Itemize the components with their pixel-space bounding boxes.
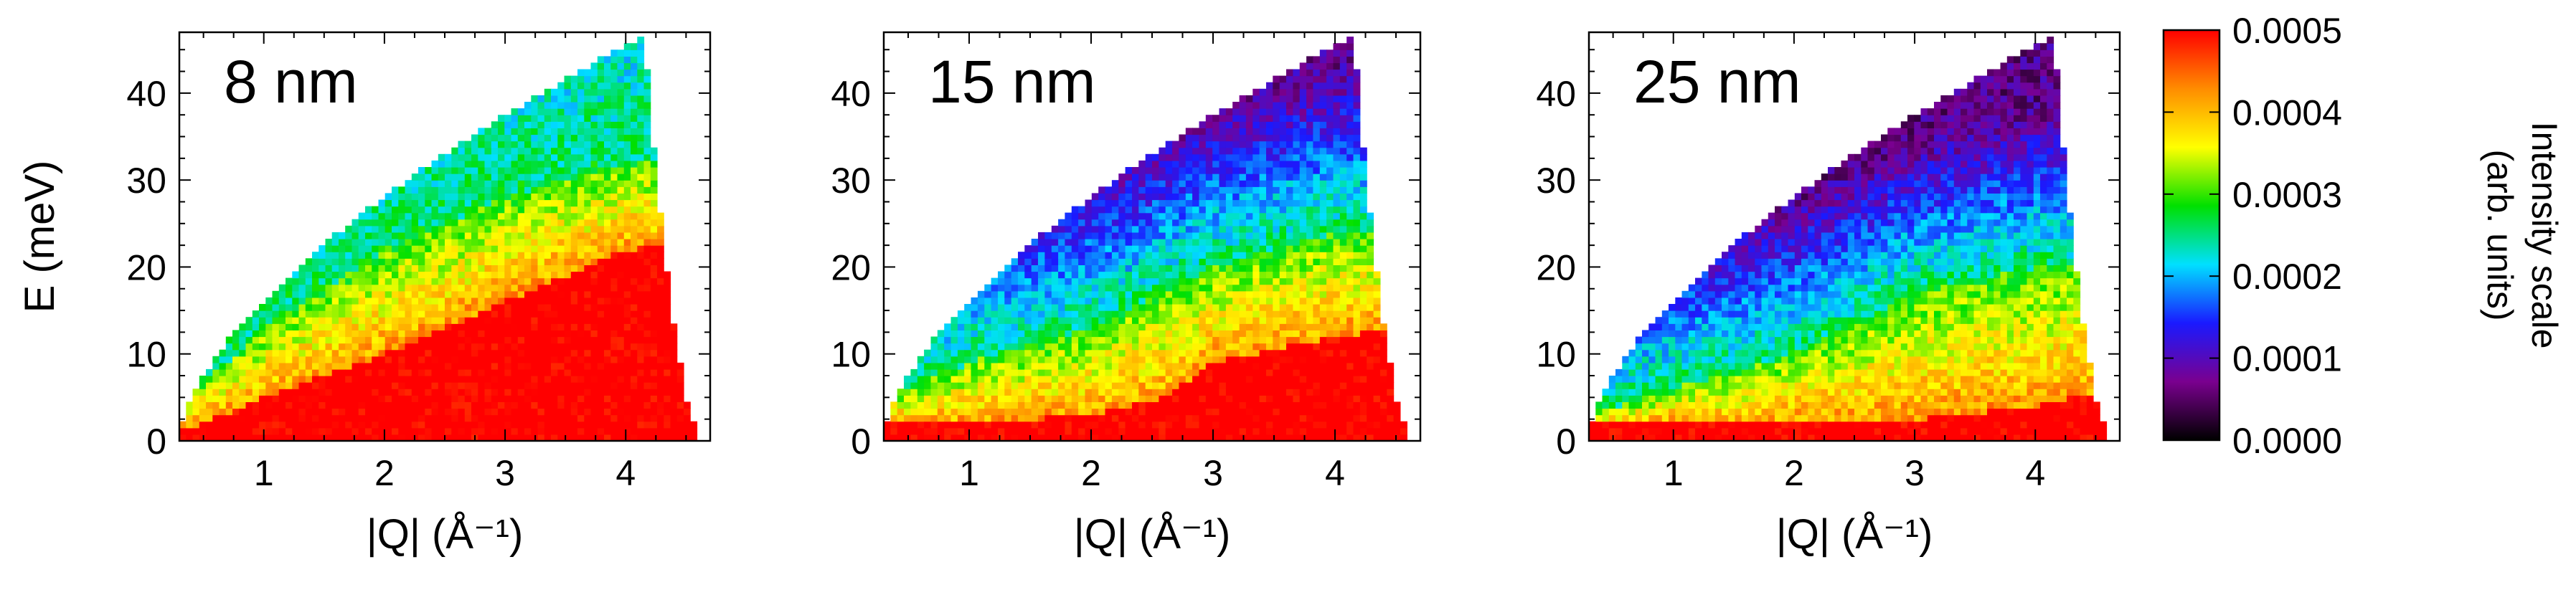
x-tick-label: 1 <box>254 453 274 493</box>
colorbar-tick-label: 0.0001 <box>2232 339 2342 379</box>
panel-label: 8 nm <box>224 48 358 115</box>
x-axis-label: |Q| (Å⁻¹) <box>367 511 524 558</box>
y-tick-label: 10 <box>1536 335 1576 375</box>
colorbar-tick-label: 0.0000 <box>2232 421 2342 461</box>
y-tick-label: 30 <box>126 161 166 201</box>
y-tick-label: 20 <box>126 247 166 287</box>
x-tick-label: 2 <box>1784 453 1804 493</box>
x-tick-label: 1 <box>959 453 979 493</box>
colorbar-tick-label: 0.0003 <box>2232 175 2342 215</box>
y-tick-label: 30 <box>831 161 871 201</box>
colorbar-title: Intensity scale <box>2524 122 2565 349</box>
x-axis-label: |Q| (Å⁻¹) <box>1074 511 1231 558</box>
colorbar-tick-label: 0.0002 <box>2232 257 2342 297</box>
x-tick-label: 4 <box>1325 453 1345 493</box>
y-tick-label: 0 <box>146 422 166 462</box>
colorbar-tick-label: 0.0004 <box>2232 92 2342 133</box>
y-tick-label: 20 <box>831 247 871 287</box>
y-tick-label: 0 <box>851 422 871 462</box>
y-tick-label: 40 <box>1536 74 1576 114</box>
y-tick-label: 30 <box>1536 161 1576 201</box>
x-tick-label: 3 <box>495 453 515 493</box>
x-tick-label: 4 <box>2025 453 2045 493</box>
x-tick-label: 4 <box>615 453 636 493</box>
colorbar-tick-label: 0.0005 <box>2232 11 2342 51</box>
x-tick-label: 3 <box>1905 453 1925 493</box>
y-tick-label: 10 <box>126 335 166 375</box>
y-tick-label: 40 <box>126 74 166 114</box>
panel-label: 15 nm <box>928 48 1095 115</box>
y-tick-label: 0 <box>1556 422 1576 462</box>
y-axis-label: E (meV) <box>16 161 63 313</box>
x-tick-label: 2 <box>1081 453 1101 493</box>
colorbar: 0.0000 0.0001 0.0002 0.0003 0.0004 0.0005 Inte… <box>2162 11 2565 461</box>
panel-label: 25 nm <box>1633 48 1801 115</box>
y-tick-label: 20 <box>1536 247 1576 287</box>
x-axis-label: |Q| (Å⁻¹) <box>1776 511 1933 558</box>
colorbar-subtitle: (arb. units) <box>2480 150 2520 321</box>
x-tick-label: 2 <box>374 453 395 493</box>
x-tick-label: 3 <box>1203 453 1223 493</box>
y-tick-label: 40 <box>831 74 871 114</box>
y-tick-label: 10 <box>831 335 871 375</box>
colorbar-gradient <box>2162 29 2221 442</box>
x-tick-label: 1 <box>1664 453 1684 493</box>
